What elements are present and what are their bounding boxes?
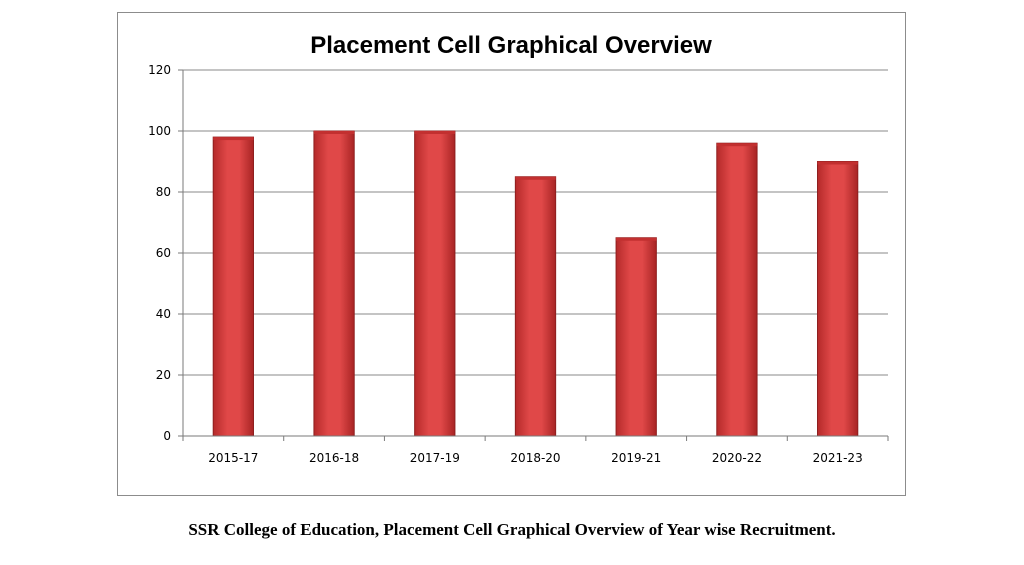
- y-tick-label: 100: [148, 124, 171, 138]
- chart-frame: Placement Cell Graphical Overview 0 20 40 6…: [117, 12, 906, 496]
- y-tick-label: 20: [156, 368, 171, 382]
- x-tick-label: 2019-21: [611, 451, 661, 465]
- bar-2020-22: [716, 142, 758, 437]
- chart-title: Placement Cell Graphical Overview: [310, 32, 712, 59]
- y-tick-label: 40: [156, 307, 171, 321]
- bar-chart: Placement Cell Graphical Overview 0 20 40 6…: [148, 32, 889, 465]
- x-tick-label: 2017-19: [410, 451, 460, 465]
- bar-cap-2017-19: [414, 131, 455, 134]
- bar-2019-21: [615, 237, 657, 437]
- figure-caption: SSR College of Education, Placement Cell…: [188, 520, 836, 539]
- bar-cap-2019-21: [616, 237, 657, 241]
- bar-cap-2016-18: [313, 131, 355, 134]
- bar-cap-2021-23: [817, 161, 858, 165]
- bar-2017-19: [414, 130, 456, 437]
- x-tick-label: 2018-20: [510, 451, 560, 465]
- x-tick-label: 2016-18: [309, 451, 359, 465]
- bar-cap-2015-17: [213, 137, 254, 141]
- x-tick-label: 2020-22: [712, 451, 762, 465]
- y-tick-label: 80: [156, 185, 171, 199]
- x-tick-label: 2021-23: [813, 451, 863, 465]
- bar-2018-20: [514, 176, 557, 437]
- bar-cap-2018-20: [515, 176, 556, 180]
- x-tick-label: 2015-17: [208, 451, 258, 465]
- y-tick-label: 120: [148, 63, 171, 77]
- y-tick-label: 0: [163, 429, 171, 443]
- bar-2021-23: [817, 161, 859, 437]
- bar-2015-17: [212, 136, 254, 437]
- y-tick-label: 60: [156, 246, 171, 260]
- bar-cap-2020-22: [716, 143, 758, 147]
- bar-layer: [212, 130, 859, 437]
- bar-2016-18: [313, 130, 355, 437]
- axis-layer: 0 20 40 60 80 100 120 2015-17 2016-18 2017-19 2018…: [148, 63, 889, 465]
